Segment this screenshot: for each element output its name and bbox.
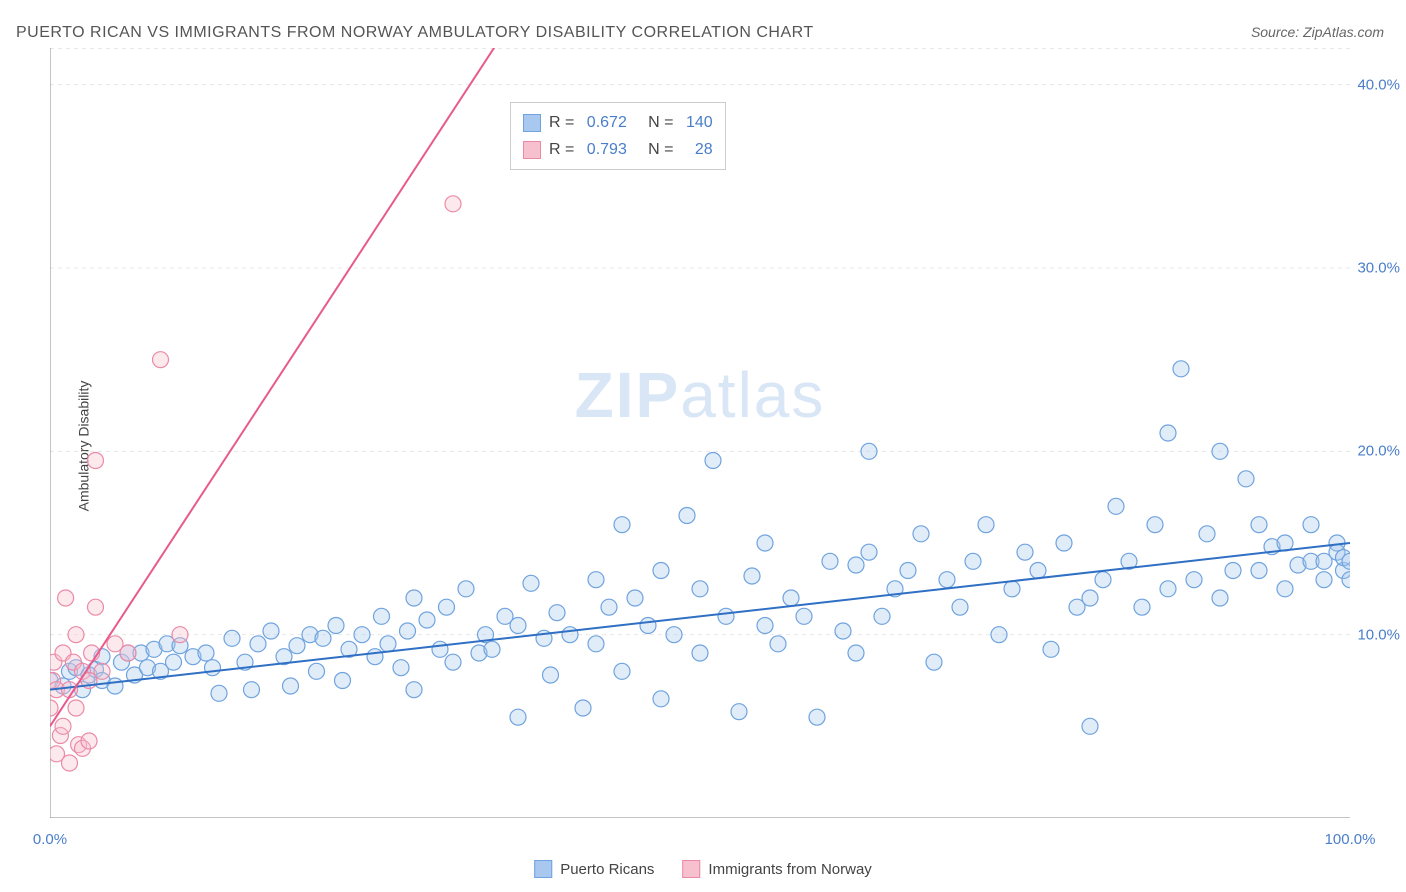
- stats-swatch: [523, 141, 541, 159]
- y-tick-label: 40.0%: [1357, 76, 1400, 93]
- legend-item: Immigrants from Norway: [682, 860, 871, 878]
- y-tick-label: 10.0%: [1357, 626, 1400, 643]
- legend-swatch: [682, 860, 700, 878]
- x-axis-min-label: 0.0%: [33, 831, 67, 848]
- correlation-stats-box: R = 0.672 N = 140R = 0.793 N = 28: [510, 102, 726, 170]
- legend-label: Immigrants from Norway: [708, 861, 871, 878]
- legend-label: Puerto Ricans: [560, 861, 654, 878]
- source-attribution: Source: ZipAtlas.com: [1251, 24, 1384, 40]
- legend-swatch: [534, 860, 552, 878]
- stats-row: R = 0.672 N = 140: [523, 109, 713, 136]
- chart-title: PUERTO RICAN VS IMMIGRANTS FROM NORWAY A…: [16, 24, 814, 42]
- legend-item: Puerto Ricans: [534, 860, 654, 878]
- y-tick-label: 30.0%: [1357, 260, 1400, 277]
- stats-swatch: [523, 114, 541, 132]
- x-axis-max-label: 100.0%: [1325, 831, 1376, 848]
- y-tick-label: 20.0%: [1357, 443, 1400, 460]
- plot-area: ZIPatlas R = 0.672 N = 140R = 0.793 N = …: [50, 48, 1350, 818]
- bottom-legend: Puerto Ricans Immigrants from Norway: [534, 860, 872, 878]
- stats-row: R = 0.793 N = 28: [523, 136, 713, 163]
